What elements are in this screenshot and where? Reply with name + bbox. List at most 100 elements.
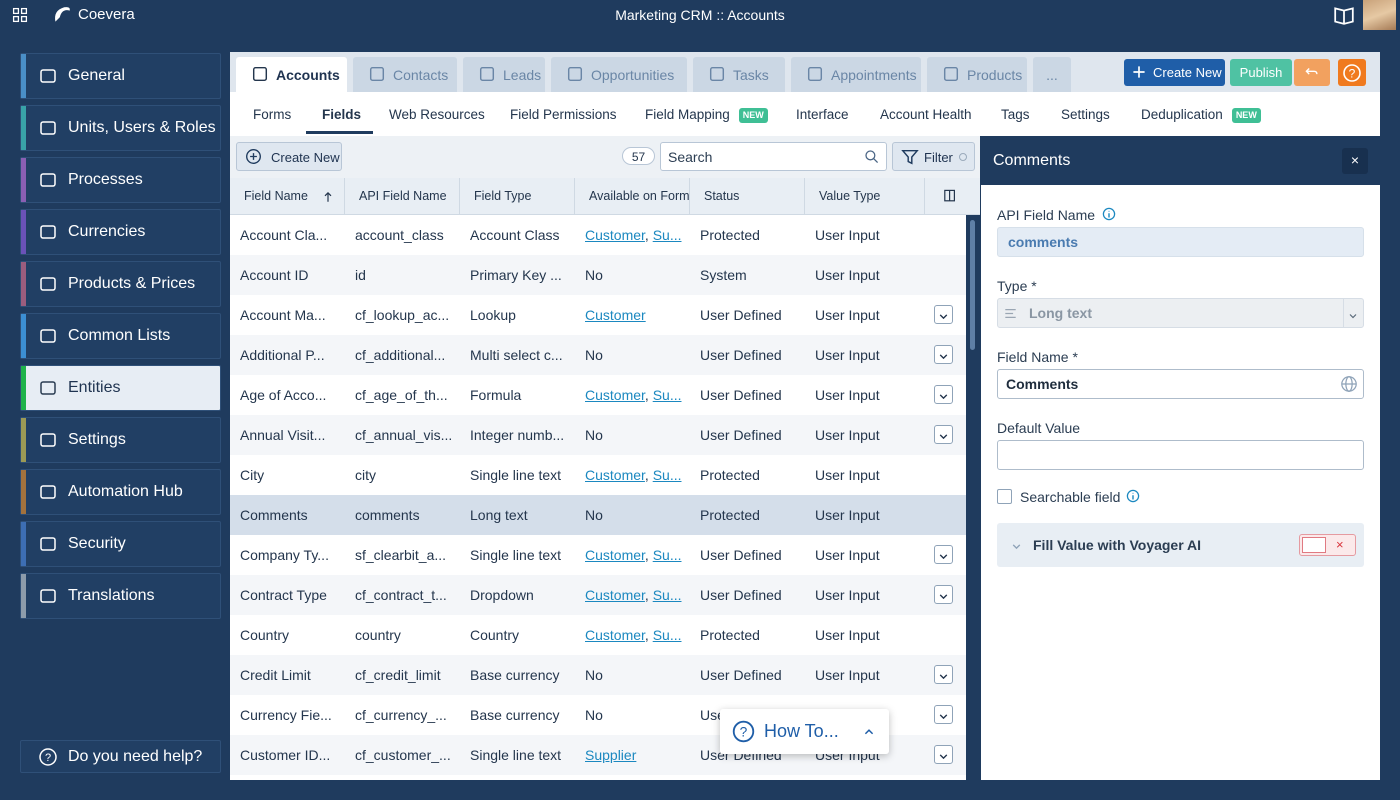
table-cell: Account Ma... [240, 307, 326, 323]
expand-button[interactable] [934, 345, 953, 364]
create-field-label: Create New [271, 150, 340, 165]
table-row[interactable]: Comments comments Long text No Protected User… [230, 495, 966, 535]
sidebar-item[interactable]: Processes [20, 157, 221, 203]
table-cell: Customer ID... [240, 747, 331, 763]
tab-icon-svg [709, 66, 725, 82]
sidebar-item[interactable]: Settings [20, 417, 221, 463]
form-link[interactable]: Customer [585, 467, 645, 483]
expand-button[interactable] [934, 705, 953, 724]
table-row[interactable]: Account Ma... cf_lookup_ac... Lookup Custom… [230, 295, 966, 335]
form-link[interactable]: Customer [585, 307, 646, 323]
form-link[interactable]: Su... [652, 227, 682, 243]
table-cell: User Input [815, 547, 880, 563]
close-button[interactable]: × [1342, 148, 1368, 174]
form-link[interactable]: Customer [585, 547, 645, 563]
help-top-button[interactable]: ? [1338, 59, 1366, 86]
chevron [938, 349, 949, 360]
sidebar-item[interactable]: Automation Hub [20, 469, 221, 515]
search-icon-svg [865, 150, 879, 164]
filter-button[interactable]: Filter [892, 142, 975, 171]
table-cell: User Input [815, 667, 880, 683]
table-row[interactable]: Credit Limit cf_credit_limit Base currency… [230, 655, 966, 695]
ai-section[interactable]: Fill Value with Voyager AI × [997, 523, 1364, 567]
subtab[interactable]: Forms [253, 107, 292, 122]
entity-tab[interactable]: Leads [463, 57, 545, 92]
column-header[interactable]: Available on Form [589, 189, 690, 203]
default-input[interactable] [997, 440, 1364, 470]
form-link[interactable]: Customer [585, 587, 645, 603]
table-row[interactable]: Country country Country Customer, Su... Prot… [230, 615, 966, 655]
expand-button[interactable] [934, 545, 953, 564]
expand-button[interactable] [934, 745, 953, 764]
searchable-checkbox[interactable] [997, 489, 1012, 504]
table-cell: Protected [700, 507, 760, 523]
sidebar-item[interactable]: General [20, 53, 221, 99]
subtab[interactable]: Settings [1061, 107, 1110, 122]
form-link[interactable]: Su... [652, 587, 682, 603]
subtab[interactable]: Account Health [880, 107, 972, 122]
sidebar-item[interactable]: Products & Prices [20, 261, 221, 307]
ai-toggle[interactable]: × [1299, 534, 1356, 556]
undo-button[interactable] [1294, 59, 1330, 86]
column-header[interactable]: Status [704, 189, 740, 203]
sidebar-item[interactable]: Currencies [20, 209, 221, 255]
toggle-knob [1302, 537, 1326, 553]
sidebar-icon-svg [40, 433, 56, 447]
create-new-button[interactable]: Create New [1124, 59, 1225, 86]
table-row[interactable]: Additional P... cf_additional... Multi sel… [230, 335, 966, 375]
sidebar-item[interactable]: Entities [20, 365, 221, 411]
question-icon-svg: ? [1343, 64, 1361, 82]
form-link[interactable]: Supplier [585, 747, 637, 763]
entity-tab[interactable]: Accounts [236, 57, 347, 92]
form-link[interactable]: Su... [652, 627, 682, 643]
column-header[interactable]: Field Type [474, 189, 532, 203]
table-row[interactable]: City city Single line text Customer, Su... P… [230, 455, 966, 495]
sidebar-item[interactable]: Units, Users & Roles [20, 105, 221, 151]
how-to-button[interactable]: ? How To... [720, 709, 889, 754]
form-link[interactable]: Su... [652, 387, 682, 403]
expand-button[interactable] [934, 585, 953, 604]
form-link[interactable]: Customer [585, 387, 645, 403]
column-header[interactable]: API Field Name [359, 189, 447, 203]
publish-button[interactable]: Publish [1230, 59, 1292, 86]
form-link[interactable]: Customer [585, 227, 645, 243]
sidebar-item[interactable]: Common Lists [20, 313, 221, 359]
table-row[interactable]: Account ID id Primary Key ... No System User … [230, 255, 966, 295]
expand-button[interactable] [934, 665, 953, 684]
entity-tab[interactable]: Tasks [693, 57, 785, 92]
subtab[interactable]: Tags [1001, 107, 1030, 122]
subtab[interactable]: Fields [322, 107, 362, 122]
search-box[interactable]: Search [660, 142, 887, 171]
sidebar-stripe [21, 54, 26, 98]
table-row[interactable]: Contract Type cf_contract_t... Dropdown Cus… [230, 575, 966, 615]
expand-button[interactable] [934, 425, 953, 444]
column-header[interactable]: Field Name [244, 189, 308, 203]
subtab[interactable]: Deduplication [1141, 107, 1223, 122]
entity-tab[interactable]: ... [1033, 57, 1071, 92]
subtab[interactable]: Interface [796, 107, 849, 122]
entity-tab[interactable]: Opportunities [551, 57, 687, 92]
entity-tab[interactable]: Appointments [791, 57, 921, 92]
help-button[interactable]: ? Do you need help? [20, 740, 221, 773]
form-link[interactable]: Customer [585, 627, 645, 643]
table-row[interactable]: Age of Acco... cf_age_of_th... Formula Cust… [230, 375, 966, 415]
table-row[interactable]: Company Ty... sf_clearbit_a... Single line… [230, 535, 966, 575]
name-input[interactable]: Comments [997, 369, 1364, 399]
expand-button[interactable] [934, 385, 953, 404]
table-row[interactable]: Account Cla... account_class Account Class… [230, 215, 966, 255]
column-header[interactable]: Value Type [819, 189, 881, 203]
entity-tab[interactable]: Contacts [353, 57, 457, 92]
book-icon [1332, 4, 1356, 26]
entity-tab[interactable]: Products [927, 57, 1027, 92]
subtab[interactable]: Field Mapping [645, 107, 730, 122]
expand-button[interactable] [934, 305, 953, 324]
sidebar-item[interactable]: Translations [20, 573, 221, 619]
subtab[interactable]: Field Permissions [510, 107, 617, 122]
table-row[interactable]: Annual Visit... cf_annual_vis... Integer n… [230, 415, 966, 455]
form-link[interactable]: Su... [652, 467, 682, 483]
form-link[interactable]: Su... [652, 547, 682, 563]
sidebar-item[interactable]: Security [20, 521, 221, 567]
chevron [938, 429, 949, 440]
subtab[interactable]: Web Resources [389, 107, 485, 122]
create-field-button[interactable]: Create New [236, 142, 342, 171]
